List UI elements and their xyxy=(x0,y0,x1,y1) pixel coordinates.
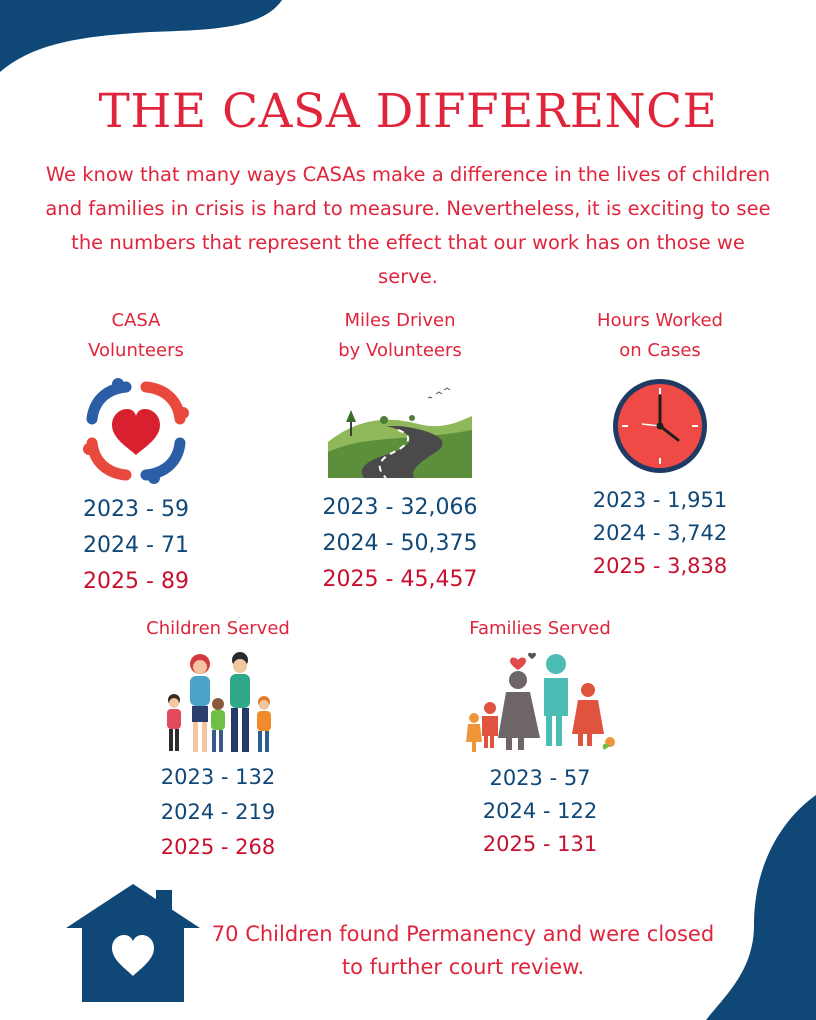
year-values: 2023 - 59 2024 - 71 2025 - 89 xyxy=(46,492,226,600)
stat-label: Families Served xyxy=(469,618,611,639)
stat-hours-worked: Hours Worked on Cases 2023 - 1,951 2024 … xyxy=(570,306,750,583)
year-values: 2023 - 132 2024 - 219 2025 - 268 xyxy=(118,760,318,865)
stat-casa-volunteers: CASA Volunteers 2023 - 59 2024 - 71 2025… xyxy=(46,306,226,600)
year-value-2023: 2023 - 1,951 xyxy=(592,488,728,512)
year-value-2025: 2025 - 3,838 xyxy=(592,554,728,578)
hands-heart-icon xyxy=(83,378,189,484)
year-value-2024: 2024 - 219 xyxy=(160,800,276,824)
clock-icon xyxy=(613,379,707,473)
year-value-2023: 2023 - 132 xyxy=(160,765,276,789)
year-values: 2023 - 57 2024 - 122 2025 - 131 xyxy=(440,762,640,861)
stat-label: CASA Volunteers xyxy=(88,310,184,361)
year-values: 2023 - 1,951 2024 - 3,742 2025 - 3,838 xyxy=(570,484,750,583)
stat-children-served: Children Served 2023 - 132 2024 - xyxy=(118,614,318,865)
family-icon xyxy=(466,652,615,752)
permanency-statement: 70 Children found Permanency and were cl… xyxy=(211,922,715,979)
stat-label: Miles Driven by Volunteers xyxy=(338,310,462,361)
children-group-icon xyxy=(167,652,271,752)
corner-wave-bottom-right xyxy=(706,795,816,1020)
stat-families-served: Families Served 2023 - 57 2024 - 122 202… xyxy=(440,614,640,861)
corner-wave-top-left xyxy=(0,0,282,72)
year-value-2024: 2024 - 122 xyxy=(482,799,598,823)
house-heart-icon xyxy=(66,884,200,1002)
year-value-2024: 2024 - 50,375 xyxy=(322,531,478,556)
year-value-2023: 2023 - 57 xyxy=(489,766,591,790)
year-value-2025: 2025 - 45,457 xyxy=(322,567,478,592)
year-value-2024: 2024 - 71 xyxy=(83,533,189,558)
page-title: THE CASA DIFFERENCE xyxy=(98,84,718,139)
year-value-2025: 2025 - 131 xyxy=(482,832,598,856)
year-value-2024: 2024 - 3,742 xyxy=(592,521,728,545)
winding-road-icon xyxy=(328,382,472,478)
year-value-2025: 2025 - 268 xyxy=(160,835,276,859)
stat-label: Hours Worked on Cases xyxy=(597,310,723,361)
year-value-2025: 2025 - 89 xyxy=(83,569,189,594)
stat-miles-driven: Miles Driven by Volunteers 2023 - 32,066… xyxy=(300,306,500,598)
year-value-2023: 2023 - 59 xyxy=(83,497,189,522)
year-values: 2023 - 32,066 2024 - 50,375 2025 - 45,45… xyxy=(300,490,500,598)
year-value-2023: 2023 - 32,066 xyxy=(322,495,478,520)
stat-label: Children Served xyxy=(146,618,290,639)
intro-paragraph: We know that many ways CASAs make a diff… xyxy=(45,163,771,288)
